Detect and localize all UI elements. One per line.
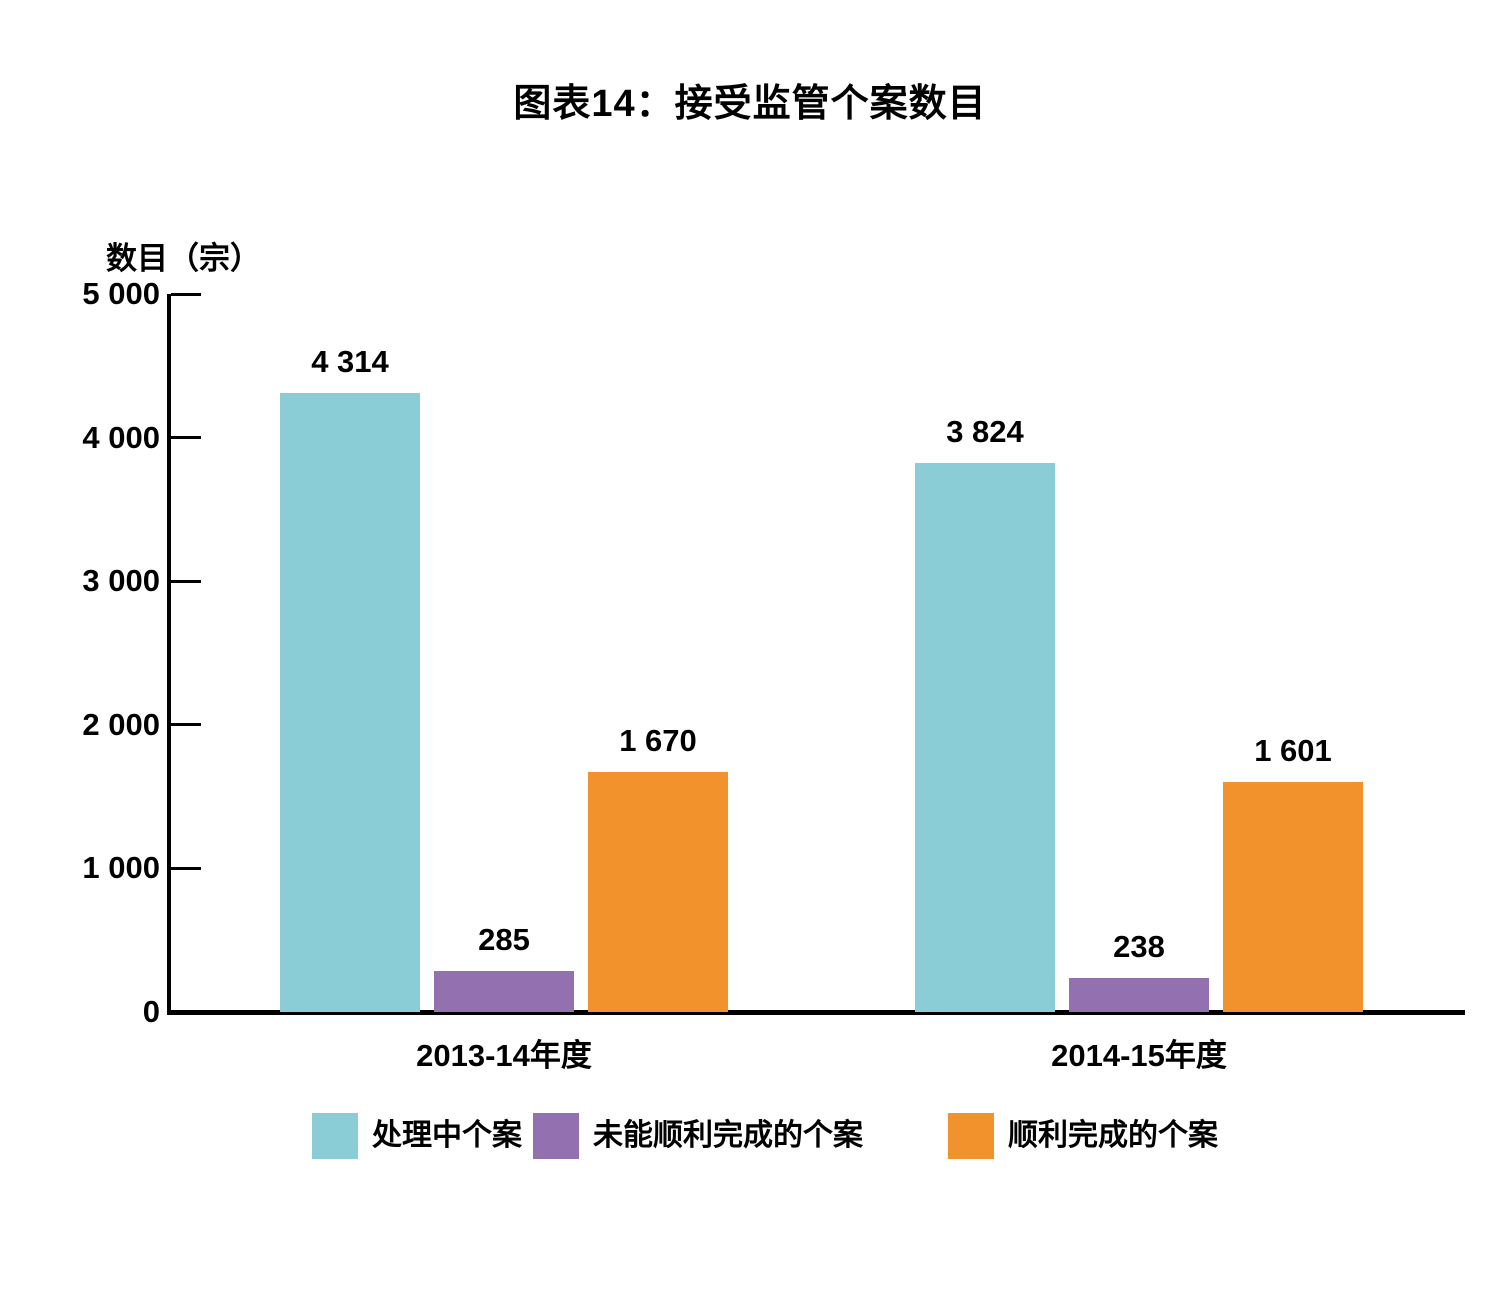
legend-item-处理中个案: 处理中个案	[312, 1113, 522, 1159]
bar-value-label: 1 670	[619, 723, 697, 759]
x-axis-line	[167, 1010, 1465, 1015]
y-axis-title: 数目（宗）	[106, 241, 261, 276]
x-category-label: 2013-14年度	[416, 1038, 592, 1073]
bar-未能顺利完成的个案-2013-14年度	[434, 971, 574, 1012]
bar-未能顺利完成的个案-2014-15年度	[1069, 977, 1209, 1012]
legend-swatch	[533, 1113, 579, 1159]
y-tick-mark	[171, 723, 201, 727]
y-tick-label: 5 000	[82, 276, 160, 311]
y-tick-mark	[171, 866, 201, 870]
bar-value-label: 285	[478, 922, 530, 958]
bar-value-label: 238	[1113, 928, 1165, 964]
y-tick-label: 0	[142, 994, 160, 1029]
legend-label: 顺利完成的个案	[1008, 1119, 1218, 1152]
legend-item-未能顺利完成的个案: 未能顺利完成的个案	[533, 1113, 863, 1159]
y-tick-mark	[171, 579, 201, 583]
bar-value-label: 4 314	[311, 343, 389, 379]
y-tick-label: 4 000	[82, 419, 160, 455]
y-tick-mark	[171, 436, 201, 440]
legend-label: 处理中个案	[372, 1119, 522, 1152]
bar-value-label: 3 824	[946, 413, 1024, 449]
y-axis-line	[167, 294, 171, 1015]
bar-处理中个案-2013-14年度	[280, 392, 420, 1012]
y-tick-mark	[171, 292, 201, 296]
y-tick-label: 2 000	[82, 706, 160, 742]
legend-label: 未能顺利完成的个案	[593, 1119, 863, 1152]
bar-顺利完成的个案-2014-15年度	[1223, 782, 1363, 1012]
legend-item-顺利完成的个案: 顺利完成的个案	[948, 1113, 1218, 1159]
bar-处理中个案-2014-15年度	[915, 462, 1055, 1012]
legend-swatch	[312, 1113, 358, 1159]
bar-value-label: 1 601	[1254, 733, 1332, 769]
bar-顺利完成的个案-2013-14年度	[588, 772, 728, 1012]
y-tick-label: 3 000	[82, 563, 160, 599]
y-tick-label: 1 000	[82, 850, 160, 886]
legend-swatch	[948, 1113, 994, 1159]
chart-title: 图表14：接受监管个案数目	[513, 83, 987, 125]
x-category-label: 2014-15年度	[1051, 1038, 1227, 1073]
